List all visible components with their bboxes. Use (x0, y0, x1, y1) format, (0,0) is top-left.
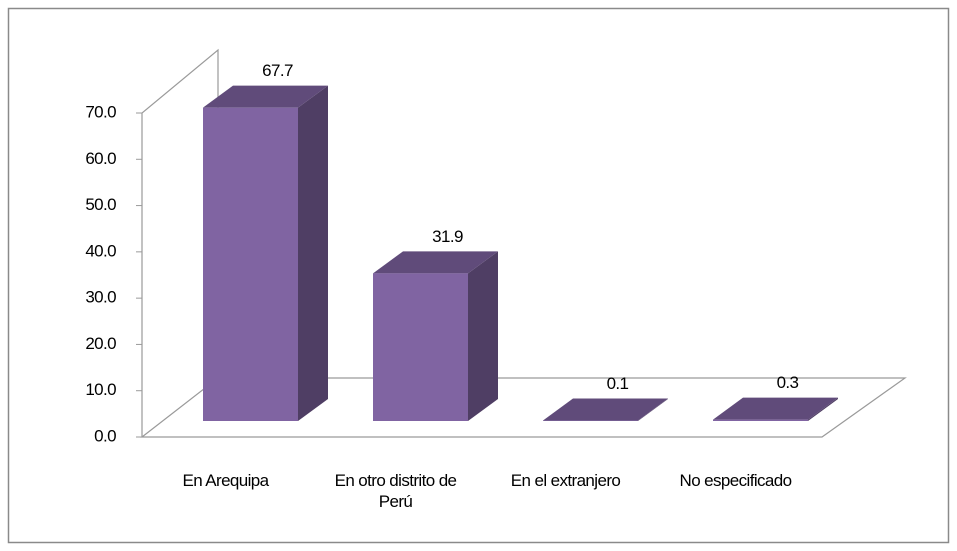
bar-side (468, 251, 498, 421)
bar-top (203, 85, 328, 108)
y-tick-label: 20.0 (85, 334, 116, 353)
y-tick-label: 60.0 (85, 149, 116, 168)
bar-side (638, 398, 668, 421)
data-label: 31.9 (432, 227, 463, 246)
y-tick-label: 30.0 (85, 288, 116, 307)
y-tick-label: 70.0 (85, 102, 116, 121)
x-tick-label: En otro distrito de Perú (334, 471, 457, 511)
bar-top (543, 398, 668, 421)
bar-top (373, 251, 498, 274)
bar-side (298, 85, 328, 421)
data-label: 67.7 (262, 61, 293, 80)
x-tick-label: En el extranjero (510, 471, 621, 490)
bar (713, 419, 808, 421)
y-tick-label: 40.0 (85, 241, 116, 260)
y-tick-label: 0.0 (94, 426, 116, 445)
floor (140, 377, 907, 438)
x-tick-label: En Arequipa (182, 471, 269, 490)
x-tick-label: No especificado (679, 471, 793, 490)
bar (373, 273, 468, 421)
bar (203, 107, 298, 421)
data-label: 0.1 (607, 374, 629, 393)
y-tick-label: 50.0 (85, 195, 116, 214)
bar-side (808, 397, 838, 421)
bar-top (713, 397, 838, 420)
y-tick-label: 10.0 (85, 380, 116, 399)
data-label: 0.3 (777, 373, 799, 392)
